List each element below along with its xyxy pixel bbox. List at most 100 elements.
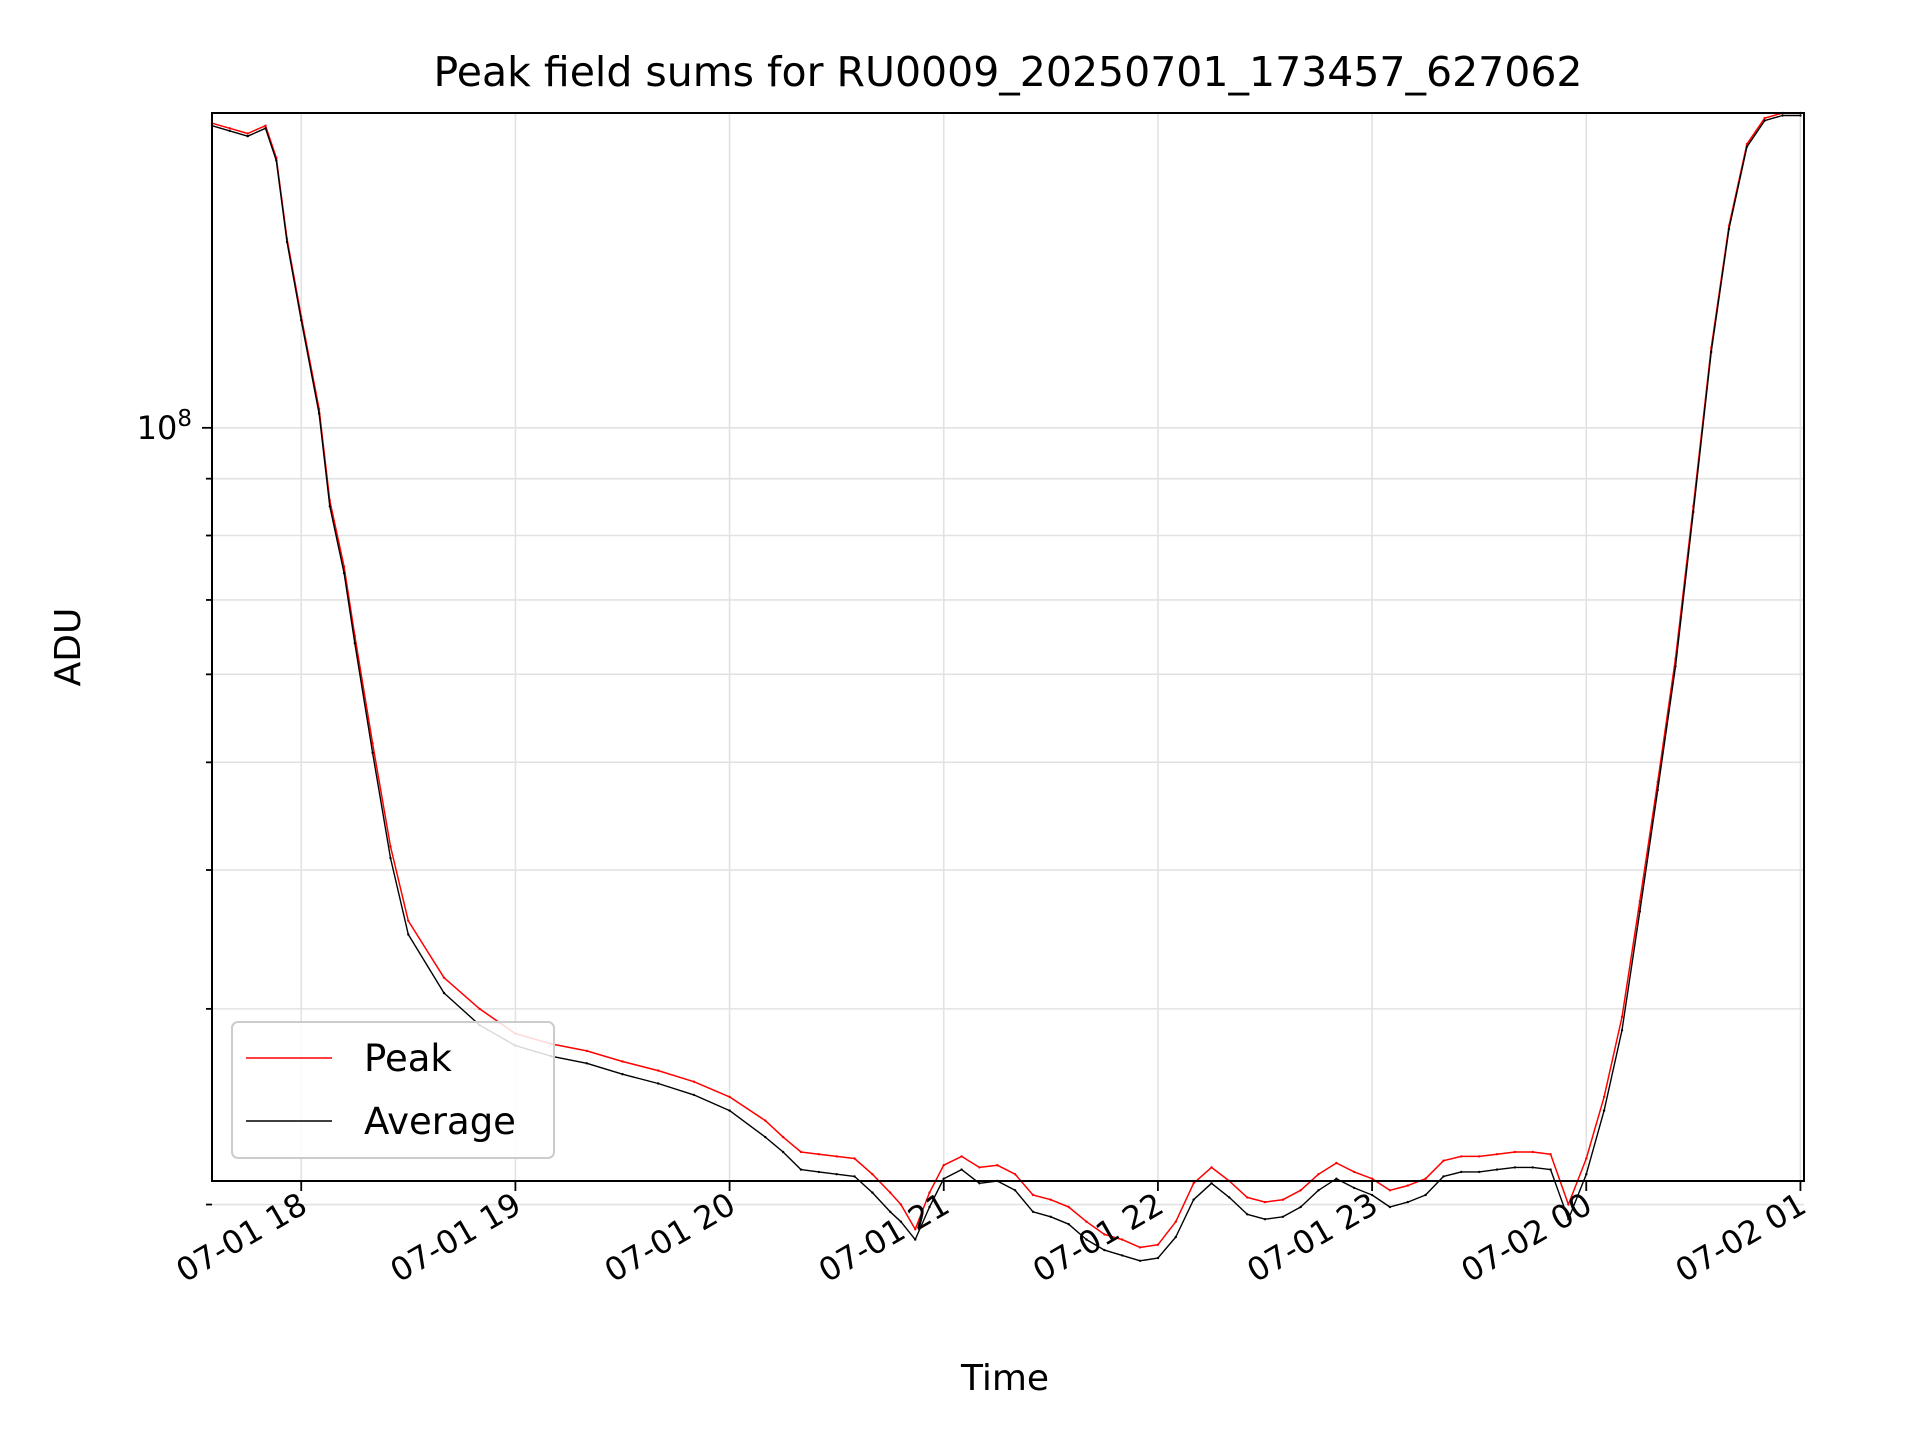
y-axis-label: ADU [48, 608, 89, 687]
data-point-average [1317, 1189, 1320, 1192]
data-point-average [1156, 1256, 1160, 1260]
data-point-average [328, 505, 331, 508]
data-point-peak [1460, 1155, 1463, 1158]
data-point-average [1710, 350, 1713, 354]
data-point-peak [1442, 1159, 1445, 1162]
data-point-peak [942, 1164, 945, 1167]
data-point-average [1210, 1182, 1213, 1185]
data-point-peak [1406, 1184, 1410, 1187]
data-point-peak [442, 976, 446, 979]
data-point-peak [1156, 1243, 1160, 1247]
data-point-peak [1424, 1177, 1427, 1180]
data-point-peak [389, 845, 392, 848]
data-point-peak [871, 1173, 874, 1176]
data-point-peak [1549, 1153, 1552, 1156]
data-point-peak [1638, 900, 1642, 903]
data-point-peak [799, 1150, 803, 1154]
data-point-peak [1335, 1161, 1338, 1165]
data-point-average [835, 1173, 838, 1176]
data-point-peak [817, 1153, 820, 1156]
data-point-average [1460, 1170, 1463, 1174]
data-point-average [1353, 1186, 1356, 1190]
data-point-peak [835, 1155, 838, 1158]
data-point-average [621, 1073, 624, 1076]
data-point-peak [1763, 116, 1766, 120]
data-point-average [914, 1238, 917, 1241]
data-point-average [1585, 1173, 1588, 1176]
data-point-peak [853, 1157, 856, 1160]
data-point-average [728, 1109, 731, 1112]
data-point-average [1602, 1109, 1606, 1112]
data-point-peak [899, 1203, 903, 1206]
data-point-average [942, 1177, 945, 1180]
data-point-average [1085, 1238, 1088, 1241]
grid [212, 113, 1804, 1206]
data-point-peak [1495, 1153, 1499, 1156]
data-point-average [1335, 1177, 1338, 1180]
data-point-average [353, 642, 356, 645]
data-point-peak [407, 919, 410, 923]
data-point-average [799, 1168, 803, 1171]
data-point-peak [478, 1007, 481, 1011]
data-point-peak [889, 1191, 892, 1194]
chart-title: Peak field sums for RU0009_20250701_1734… [433, 48, 1582, 96]
data-point-peak [1620, 1015, 1624, 1019]
data-point-average [928, 1205, 931, 1209]
data-point-average [1656, 788, 1659, 792]
data-point-average [1031, 1210, 1035, 1214]
data-point-average [1531, 1166, 1534, 1169]
data-point-average [285, 240, 289, 244]
data-point-average [371, 751, 374, 754]
data-point-average [1727, 227, 1731, 231]
data-point-average [1138, 1259, 1142, 1263]
data-point-peak [1567, 1203, 1570, 1206]
data-point-average [1174, 1235, 1178, 1239]
data-point-average [1103, 1248, 1106, 1252]
data-point-peak [371, 742, 374, 745]
data-point-peak [1388, 1189, 1392, 1192]
legend-label-peak: Peak [364, 1037, 452, 1080]
data-point-average [657, 1082, 660, 1085]
data-point-average [342, 571, 346, 575]
data-point-average [692, 1093, 696, 1097]
data-point-average [264, 127, 267, 130]
data-point-average [1299, 1205, 1302, 1209]
data-point-average [899, 1220, 903, 1223]
series-layer [210, 111, 1802, 1263]
data-point-average [1745, 145, 1749, 148]
data-point-average [1263, 1218, 1267, 1221]
data-point-average [1495, 1168, 1499, 1171]
data-point-average [1620, 1029, 1624, 1032]
data-point-peak [228, 127, 231, 130]
data-point-peak [1031, 1193, 1035, 1197]
data-point-peak [1067, 1205, 1070, 1209]
data-point-peak [1013, 1173, 1017, 1176]
data-point-average [442, 991, 446, 995]
data-point-average [1192, 1198, 1195, 1201]
data-point-peak [657, 1069, 660, 1072]
data-point-peak [621, 1060, 624, 1063]
data-point-average [1513, 1166, 1517, 1169]
data-point-average [1121, 1254, 1124, 1257]
data-point-peak [1049, 1198, 1053, 1201]
data-point-average [978, 1182, 981, 1185]
data-point-average [228, 129, 231, 133]
data-point-peak [781, 1135, 785, 1139]
data-point-peak [1121, 1238, 1124, 1241]
data-point-peak [1513, 1150, 1517, 1154]
data-point-average [1692, 510, 1695, 514]
data-point-average [1638, 910, 1642, 913]
data-point-average [407, 933, 410, 936]
data-point-average [1781, 114, 1784, 117]
data-point-average [300, 318, 303, 322]
data-point-average [1799, 114, 1802, 117]
data-point-average [1388, 1205, 1392, 1209]
legend-box [231, 1021, 555, 1159]
data-point-average [889, 1210, 892, 1214]
data-point-average [1246, 1213, 1249, 1216]
legend: Peak Average [231, 1021, 555, 1159]
x-axis-label: Time [960, 1358, 1049, 1399]
data-point-peak [1317, 1173, 1320, 1176]
data-point-average [960, 1168, 963, 1171]
